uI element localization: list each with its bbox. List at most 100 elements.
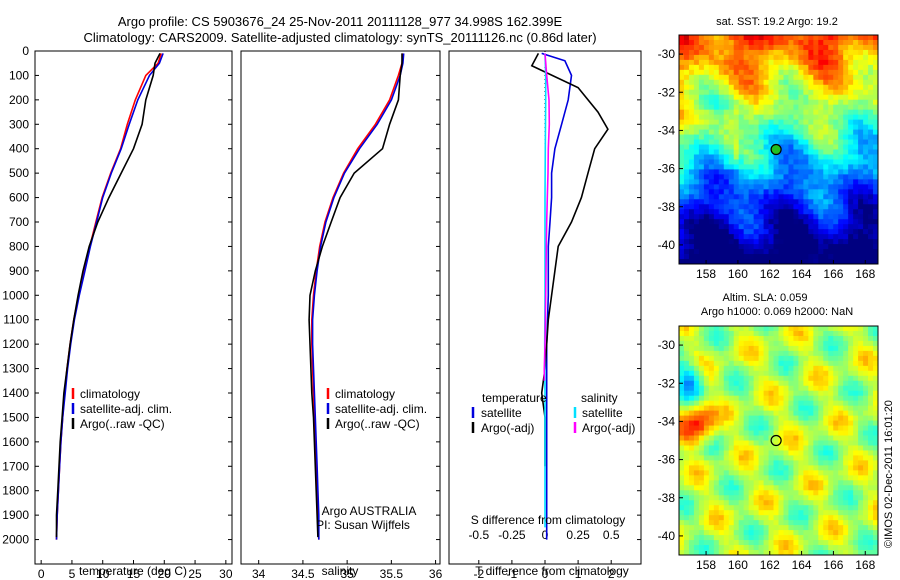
map-cell — [718, 199, 725, 205]
map-cell — [788, 365, 794, 372]
map-cell — [753, 550, 760, 556]
map-cell — [703, 179, 710, 185]
map-cell — [778, 134, 784, 140]
map-cell — [803, 350, 809, 357]
map-cell — [763, 460, 769, 466]
map-cell — [693, 435, 700, 441]
map-cell — [773, 400, 779, 407]
map-cell — [813, 480, 819, 486]
map-cell — [823, 326, 829, 332]
map-cell — [679, 400, 685, 407]
map-cell — [818, 104, 824, 111]
map-cell — [773, 39, 779, 46]
map-cell — [738, 64, 745, 71]
map-cell — [863, 340, 869, 347]
map-cell — [833, 149, 839, 155]
map-cell — [853, 330, 859, 337]
map-cell — [843, 109, 849, 116]
map-cell — [843, 189, 849, 195]
map-cell — [813, 219, 819, 225]
map-cell — [713, 375, 720, 382]
map-cell — [768, 360, 774, 367]
map-cell — [823, 530, 829, 536]
map-cell — [693, 515, 700, 521]
map-cell — [873, 455, 879, 461]
map-cell — [833, 219, 839, 225]
map-cell — [713, 59, 720, 66]
map-cell — [838, 104, 844, 111]
map-cell — [848, 174, 854, 180]
map-cell — [718, 415, 725, 421]
map-cell — [778, 184, 784, 190]
map-cell — [803, 400, 809, 407]
map-cell — [793, 400, 799, 407]
map-cell — [823, 199, 829, 205]
map-cell — [868, 340, 874, 347]
map-cell — [773, 345, 779, 352]
map-cell — [708, 174, 715, 180]
map-cell — [733, 326, 740, 332]
map-cell — [873, 159, 879, 165]
map-cell — [823, 395, 829, 402]
map-cell — [748, 530, 755, 536]
map-cell — [798, 455, 804, 461]
map-cell — [683, 340, 690, 347]
map-cell — [773, 69, 779, 76]
map-cell — [683, 179, 690, 185]
map-cell — [763, 69, 769, 76]
map-cell — [743, 39, 750, 46]
map-cell — [863, 355, 869, 362]
map-cell — [738, 370, 745, 377]
map-cell — [793, 495, 799, 501]
map-cell — [803, 84, 809, 91]
map-cell — [813, 425, 819, 431]
map-cell — [823, 54, 829, 61]
map-cell — [833, 340, 839, 347]
map-cell — [778, 89, 784, 96]
map-cell — [743, 410, 750, 417]
map-cell — [773, 244, 779, 250]
map-cell — [778, 545, 784, 551]
map-cell — [798, 154, 804, 160]
map-cell — [748, 440, 755, 446]
map-cell — [728, 510, 735, 516]
map-cell — [788, 109, 794, 116]
map-cell — [833, 420, 839, 426]
map-cell — [758, 340, 764, 347]
map-cell — [688, 124, 695, 130]
map-cell — [863, 470, 869, 476]
map-cell — [793, 395, 799, 402]
map-cell — [818, 249, 824, 255]
map-cell — [733, 525, 740, 531]
map-cell — [698, 214, 705, 220]
map-cell — [828, 365, 834, 372]
map-cell — [823, 515, 829, 521]
map-cell — [743, 435, 750, 441]
map-cell — [813, 530, 819, 536]
temperature-axes-frame — [34, 50, 233, 565]
map-cell — [868, 520, 874, 526]
map-cell — [798, 395, 804, 402]
map-cell — [708, 94, 715, 101]
map-cell — [778, 54, 784, 61]
map-cell — [698, 345, 705, 352]
map-cell — [858, 445, 864, 451]
map-cell — [843, 224, 849, 230]
map-cell — [698, 124, 705, 130]
map-cell — [758, 550, 764, 556]
map-cell — [778, 490, 784, 496]
map-cell — [768, 400, 774, 407]
map-cell — [868, 94, 874, 101]
map-cell — [823, 39, 829, 46]
map-cell — [798, 445, 804, 451]
map-cell — [748, 550, 755, 556]
map-cell — [828, 495, 834, 501]
map-cell — [838, 525, 844, 531]
map-cell — [743, 134, 750, 140]
map-cell — [873, 64, 879, 71]
map-cell — [868, 99, 874, 106]
map-cell — [768, 174, 774, 180]
map-cell — [773, 535, 779, 541]
map-cell — [723, 535, 730, 541]
map-cell — [753, 229, 760, 235]
